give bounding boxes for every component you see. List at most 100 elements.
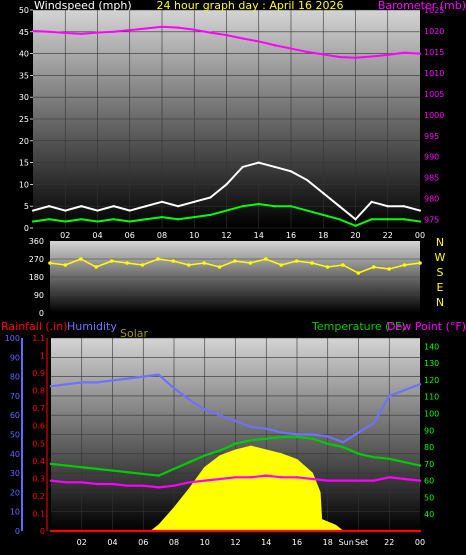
barometer-tick-label: 1015 — [424, 48, 444, 57]
rainfall-tick-label: 0.1 — [32, 509, 45, 518]
temperature-tick-label: 70 — [424, 460, 434, 469]
x-tick-label: Sun — [339, 538, 354, 547]
data-point — [218, 477, 222, 481]
data-point — [177, 205, 180, 208]
direction-tick-label: 90 — [34, 291, 44, 300]
data-point — [80, 466, 83, 469]
data-point — [95, 381, 99, 384]
rainfall-label: Rainfall (.in) — [1, 320, 68, 333]
x-tick-label: 14 — [254, 231, 264, 240]
humidity-tick-label: 0 — [15, 527, 20, 536]
x-tick-label: 06 — [138, 538, 148, 547]
data-point — [306, 209, 309, 212]
humidity-tick-label: 60 — [10, 411, 20, 420]
data-point — [177, 26, 180, 29]
windspeed-tick-label: 10 — [19, 180, 29, 189]
data-point — [188, 460, 191, 464]
x-tick-label: 12 — [221, 231, 231, 240]
data-point — [279, 263, 284, 267]
data-point — [338, 205, 341, 208]
rainfall-axis: 1.1 1 0.9 0.8 0.7 0.6 0.5 0.4 0.3 0.2 0.1 0 — [32, 334, 48, 536]
data-point — [386, 205, 389, 208]
barometer-tick-label: 1025 — [424, 6, 444, 15]
data-point — [112, 218, 115, 221]
temperature-tick-label: 40 — [424, 510, 434, 519]
data-point — [142, 472, 145, 476]
data-point — [177, 218, 180, 221]
data-point — [79, 257, 83, 261]
rainfall-tick-label: 0.7 — [32, 404, 45, 413]
data-point — [265, 427, 268, 430]
data-point — [325, 265, 330, 269]
data-point — [160, 216, 164, 219]
data-point — [128, 209, 131, 212]
data-point — [264, 257, 268, 261]
x-tick-label: 18 — [318, 231, 328, 240]
data-point — [402, 218, 405, 221]
data-point — [372, 479, 376, 482]
data-point — [306, 50, 309, 54]
humidity-tick-label: 50 — [10, 431, 20, 440]
data-point — [418, 261, 422, 265]
data-point — [372, 455, 376, 459]
temperature-tick-label: 80 — [424, 443, 434, 452]
data-point — [63, 263, 68, 267]
data-point — [96, 209, 99, 212]
data-point — [418, 220, 422, 223]
direction-tick-label: 360 — [29, 237, 44, 246]
temperature-tick-label: 90 — [424, 426, 434, 435]
data-point — [370, 200, 373, 203]
data-point — [172, 484, 176, 487]
barometer-tick-label: 980 — [424, 195, 439, 204]
data-point — [142, 484, 145, 487]
temperature-tick-label: 50 — [424, 493, 434, 502]
data-point — [234, 419, 237, 423]
barometer-axis-label: Barometer (mb) — [378, 0, 466, 12]
x-tick-label: 22 — [383, 231, 393, 240]
data-point — [418, 464, 422, 467]
x-tick-label: 08 — [157, 231, 167, 240]
data-point — [64, 209, 67, 212]
temperature-tick-label: 140 — [424, 342, 439, 351]
windspeed-tick-label: 5 — [24, 202, 29, 211]
data-point — [386, 53, 389, 56]
data-point — [157, 474, 160, 477]
x-tick-label: 18 — [323, 538, 333, 547]
data-point — [96, 31, 99, 34]
compass-label: E — [437, 281, 444, 294]
data-point — [80, 32, 83, 35]
data-point — [234, 442, 237, 445]
data-point — [322, 192, 325, 195]
data-point — [111, 482, 114, 486]
data-point — [157, 373, 160, 376]
direction-tick-label: 270 — [29, 255, 44, 264]
x-tick-label: 08 — [169, 538, 179, 547]
compass-label: N — [436, 236, 444, 249]
panel-wind-series — [31, 25, 422, 227]
panel-direction-series — [48, 257, 422, 275]
humidity-tick-label: 100 — [5, 334, 20, 343]
x-tick-label: 04 — [92, 231, 102, 240]
data-point — [418, 52, 422, 55]
data-point — [257, 202, 260, 206]
compass-label: S — [437, 266, 444, 279]
data-point — [186, 263, 191, 267]
data-point — [289, 205, 293, 208]
windspeed-axis-label: Windspeed (mph) — [34, 0, 132, 12]
data-point — [370, 218, 373, 221]
data-point — [49, 462, 53, 466]
data-point — [388, 394, 391, 398]
data-point — [295, 435, 299, 439]
direction-tick-label: 180 — [29, 273, 44, 282]
rainfall-tick-label: 0.3 — [32, 474, 45, 483]
data-point — [65, 383, 68, 386]
data-point — [125, 261, 129, 265]
data-point — [225, 34, 228, 37]
windspeed-tick-label: 25 — [19, 115, 29, 124]
humidity-tick-label: 40 — [10, 450, 20, 459]
direction-axis: 360 270 180 90 0 — [29, 237, 44, 318]
data-point — [65, 464, 68, 467]
windspeed-tick-label: 0 — [24, 224, 29, 233]
data-point — [193, 28, 196, 31]
